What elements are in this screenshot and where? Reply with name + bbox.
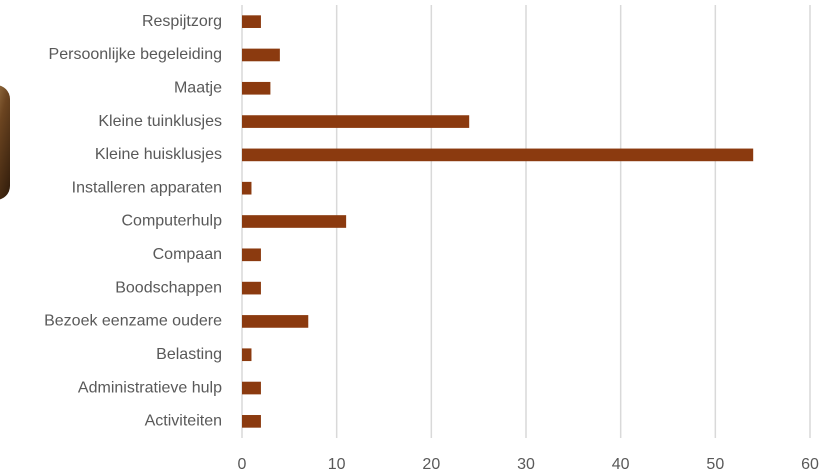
y-tick-label: Activiteiten [145,413,222,430]
bar [242,415,261,428]
bar [242,215,347,228]
x-tick-label: 40 [612,456,630,473]
x-tick-label: 30 [517,456,535,473]
bar [242,348,252,362]
bar [242,115,470,128]
decoration [0,85,10,200]
x-tick-label: 0 [238,456,247,473]
x-tick-label: 50 [706,456,724,473]
y-tick-label: Installeren apparaten [72,179,222,196]
y-tick-label: Administratieve hulp [78,379,222,396]
bar [242,181,252,195]
y-tick-label: Belasting [156,346,222,363]
y-tick-label: Maatje [174,79,222,96]
bar [242,315,309,328]
y-tick-label: Boodschappen [115,279,222,296]
x-tick-label: 10 [328,456,346,473]
y-tick-label: Computerhulp [122,213,223,230]
bar [242,381,261,395]
bar [242,15,261,28]
bar [242,48,280,62]
y-tick-label: Respijtzorg [142,13,222,30]
bar [242,281,261,295]
y-tick-label: Bezoek eenzame oudere [44,313,222,330]
bar [242,148,754,162]
y-tick-label: Kleine tuinklusjes [98,113,222,130]
x-tick-label: 20 [422,456,440,473]
bar [242,81,271,95]
y-tick-label: Persoonlijke begeleiding [49,46,222,63]
bar [242,248,261,262]
x-tick-label: 60 [801,456,819,473]
y-tick-label: Kleine huisklusjes [95,146,222,163]
y-tick-label: Compaan [153,246,222,263]
